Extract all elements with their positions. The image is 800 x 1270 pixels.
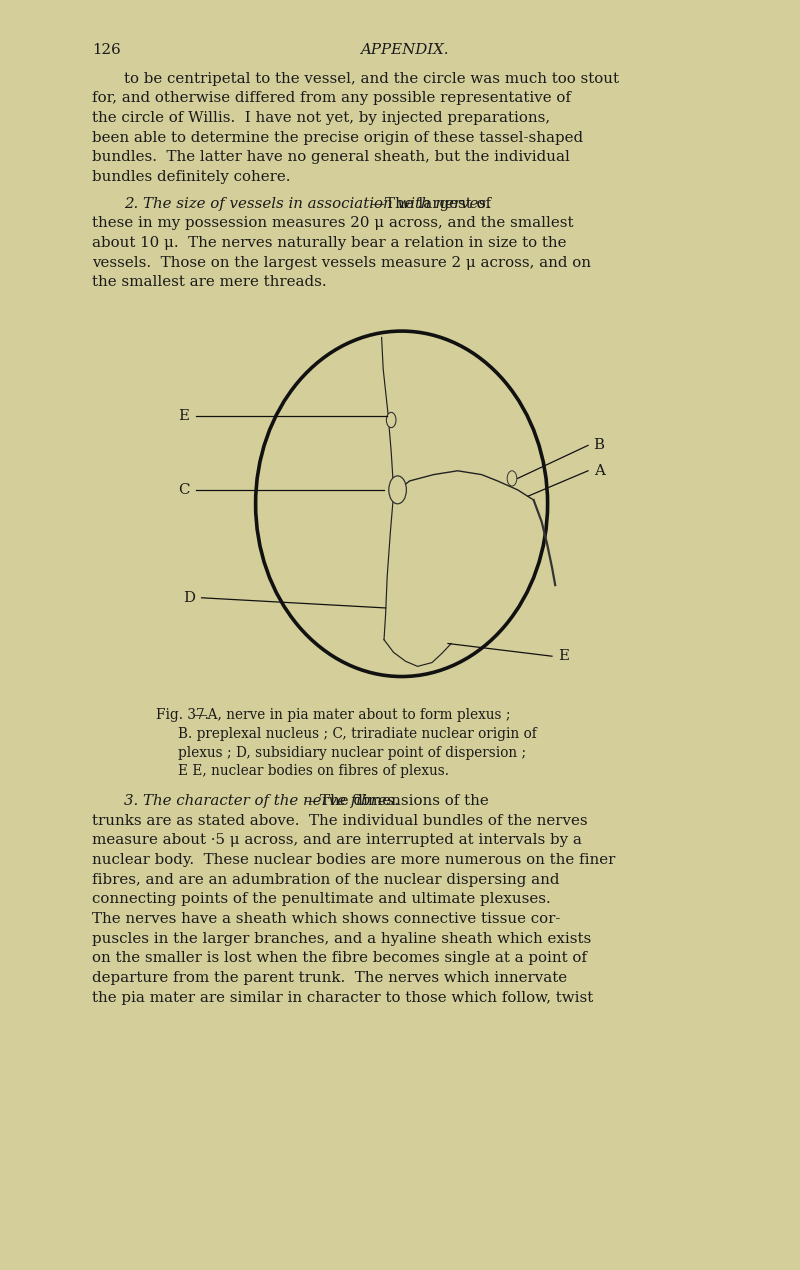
Text: trunks are as stated above.  The individual bundles of the nerves: trunks are as stated above. The individu… bbox=[92, 814, 588, 828]
Circle shape bbox=[389, 476, 406, 504]
Text: E: E bbox=[558, 649, 570, 663]
Text: 3. The character of the nerve fibres.: 3. The character of the nerve fibres. bbox=[124, 794, 399, 808]
Text: D: D bbox=[183, 591, 195, 605]
Text: Fig. 37.: Fig. 37. bbox=[156, 709, 209, 723]
Text: APPENDIX.: APPENDIX. bbox=[360, 43, 448, 57]
Text: the smallest are mere threads.: the smallest are mere threads. bbox=[92, 276, 326, 290]
Text: —The largest of: —The largest of bbox=[370, 197, 491, 211]
Text: fibres, and are an adumbration of the nuclear dispersing and: fibres, and are an adumbration of the nu… bbox=[92, 872, 559, 886]
Text: connecting points of the penultimate and ultimate plexuses.: connecting points of the penultimate and… bbox=[92, 893, 550, 907]
Text: C: C bbox=[178, 483, 190, 497]
Text: —The dimensions of the: —The dimensions of the bbox=[305, 794, 488, 808]
Text: these in my possession measures 20 μ across, and the smallest: these in my possession measures 20 μ acr… bbox=[92, 216, 574, 230]
Text: —A, nerve in pia mater about to form plexus ;: —A, nerve in pia mater about to form ple… bbox=[194, 709, 510, 723]
Text: puscles in the larger branches, and a hyaline sheath which exists: puscles in the larger branches, and a hy… bbox=[92, 932, 591, 946]
Text: E: E bbox=[178, 409, 190, 423]
Text: 126: 126 bbox=[92, 43, 121, 57]
Text: B: B bbox=[594, 438, 605, 452]
Text: E E, nuclear bodies on fibres of plexus.: E E, nuclear bodies on fibres of plexus. bbox=[178, 765, 450, 779]
Text: the circle of Willis.  I have not yet, by injected preparations,: the circle of Willis. I have not yet, by… bbox=[92, 110, 550, 124]
Text: bundles.  The latter have no general sheath, but the individual: bundles. The latter have no general shea… bbox=[92, 150, 570, 164]
Text: plexus ; D, subsidiary nuclear point of dispersion ;: plexus ; D, subsidiary nuclear point of … bbox=[178, 745, 526, 759]
Text: B. preplexal nucleus ; C, triradiate nuclear origin of: B. preplexal nucleus ; C, triradiate nuc… bbox=[178, 726, 537, 740]
Text: been able to determine the precise origin of these tassel-shaped: been able to determine the precise origi… bbox=[92, 131, 583, 145]
Text: 2. The size of vessels in association with nerves.: 2. The size of vessels in association wi… bbox=[124, 197, 491, 211]
Circle shape bbox=[507, 471, 517, 486]
Text: about 10 μ.  The nerves naturally bear a relation in size to the: about 10 μ. The nerves naturally bear a … bbox=[92, 236, 566, 250]
Text: A: A bbox=[594, 464, 605, 478]
Circle shape bbox=[386, 413, 396, 428]
Text: The nerves have a sheath which shows connective tissue cor-: The nerves have a sheath which shows con… bbox=[92, 912, 560, 926]
Text: the pia mater are similar in character to those which follow, twist: the pia mater are similar in character t… bbox=[92, 991, 594, 1005]
Text: bundles definitely cohere.: bundles definitely cohere. bbox=[92, 170, 290, 184]
Text: departure from the parent trunk.  The nerves which innervate: departure from the parent trunk. The ner… bbox=[92, 972, 567, 986]
Text: measure about ·5 μ across, and are interrupted at intervals by a: measure about ·5 μ across, and are inter… bbox=[92, 833, 582, 847]
Text: on the smaller is lost when the fibre becomes single at a point of: on the smaller is lost when the fibre be… bbox=[92, 951, 587, 965]
Text: nuclear body.  These nuclear bodies are more numerous on the finer: nuclear body. These nuclear bodies are m… bbox=[92, 853, 615, 867]
Text: for, and otherwise differed from any possible representative of: for, and otherwise differed from any pos… bbox=[92, 91, 571, 105]
Text: to be centripetal to the vessel, and the circle was much too stout: to be centripetal to the vessel, and the… bbox=[124, 71, 619, 85]
Text: vessels.  Those on the largest vessels measure 2 μ across, and on: vessels. Those on the largest vessels me… bbox=[92, 255, 591, 269]
